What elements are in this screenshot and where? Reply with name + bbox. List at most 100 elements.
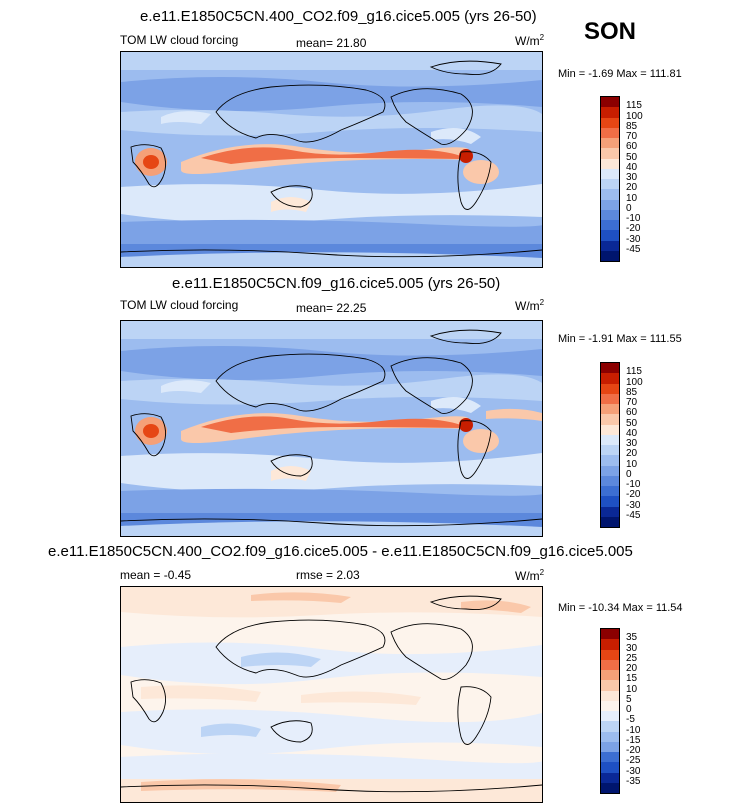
colorbar-tick-label: 115 (626, 100, 642, 112)
panel3-colorbar (600, 628, 620, 794)
colorbar-tick-label: 20 (626, 182, 638, 194)
colorbar-swatch (601, 752, 619, 763)
colorbar-swatch (601, 731, 619, 742)
colorbar-tick-label: 70 (626, 397, 638, 408)
colorbar-swatch (601, 138, 619, 149)
colorbar-tick-label: -30 (626, 233, 641, 245)
colorbar-swatch (601, 762, 619, 773)
colorbar-swatch (601, 373, 619, 384)
colorbar-swatch (601, 168, 619, 179)
colorbar-swatch (601, 393, 619, 404)
colorbar-swatch (601, 230, 619, 241)
panel2-left-label: TOM LW cloud forcing (120, 298, 239, 312)
colorbar-tick-label: 35 (626, 632, 638, 644)
colorbar-tick-label: 20 (626, 448, 638, 460)
colorbar-tick-label: -20 (626, 489, 641, 501)
colorbar-swatch (601, 434, 619, 445)
colorbar-swatch (601, 199, 619, 210)
panel2-units: W/m2 (515, 298, 545, 313)
season-label: SON (584, 18, 637, 45)
colorbar-tick-label: 60 (626, 141, 638, 153)
colorbar-tick-label: -5 (626, 714, 635, 726)
colorbar-swatch (601, 240, 619, 251)
colorbar-tick-label: -15 (626, 734, 641, 746)
colorbar-tick-label: 10 (626, 458, 638, 470)
panel2-center-label: mean= 22.25 (296, 301, 367, 315)
colorbar-swatch (601, 506, 619, 517)
colorbar-swatch (601, 404, 619, 415)
colorbar-tick-label: 50 (626, 417, 638, 429)
colorbar-swatch (601, 209, 619, 220)
colorbar-tick-label: -20 (626, 745, 641, 756)
colorbar-swatch (601, 465, 619, 476)
colorbar-swatch (601, 486, 619, 497)
colorbar-swatch (601, 363, 619, 374)
colorbar-tick-label: 20 (626, 663, 638, 674)
colorbar-swatch (601, 250, 619, 261)
colorbar-tick-label: 25 (626, 652, 638, 664)
panel2-map (120, 320, 543, 537)
colorbar-swatch (601, 445, 619, 456)
colorbar-tick-label: 30 (626, 172, 638, 183)
colorbar-tick-label: 0 (626, 704, 632, 715)
colorbar-swatch (601, 424, 619, 435)
colorbar-swatch (601, 670, 619, 681)
colorbar-tick-label: 85 (626, 386, 638, 398)
panel1-minmax: Min = -1.69 Max = 111.81 (558, 68, 682, 80)
colorbar-swatch (601, 220, 619, 231)
colorbar-swatch (601, 475, 619, 486)
colorbar-tick-label: 115 (626, 366, 642, 378)
colorbar-swatch (601, 496, 619, 507)
colorbar-tick-label: -25 (626, 755, 641, 767)
colorbar-swatch (601, 700, 619, 711)
panel1-units: W/m2 (515, 33, 545, 48)
panel3-title: e.e11.E1850C5CN.400_CO2.f09_g16.cice5.00… (48, 543, 633, 560)
colorbar-tick-label: -45 (626, 243, 641, 255)
colorbar-tick-label: -30 (626, 499, 641, 511)
colorbar-tick-label: 50 (626, 151, 638, 163)
colorbar-swatch (601, 516, 619, 527)
colorbar-swatch (601, 721, 619, 732)
panel2-colorbar (600, 362, 620, 528)
panel3-center-label: rmse = 2.03 (296, 568, 360, 582)
panel2-minmax: Min = -1.91 Max = 111.55 (558, 333, 682, 345)
colorbar-swatch (601, 189, 619, 200)
panel1-left-label: TOM LW cloud forcing (120, 33, 239, 47)
colorbar-tick-label: -45 (626, 509, 641, 521)
colorbar-tick-label: -30 (626, 765, 641, 777)
colorbar-swatch (601, 414, 619, 425)
panel3-map (120, 586, 543, 803)
colorbar-swatch (601, 690, 619, 701)
colorbar-tick-label: 10 (626, 683, 638, 695)
colorbar-tick-label: 100 (626, 376, 643, 388)
colorbar-tick-label: 100 (626, 110, 643, 122)
panel1-colorbar (600, 96, 620, 262)
colorbar-swatch (601, 127, 619, 138)
colorbar-tick-label: 70 (626, 131, 638, 142)
colorbar-swatch (601, 782, 619, 793)
colorbar-tick-label: -10 (626, 213, 641, 224)
colorbar-swatch (601, 639, 619, 650)
colorbar-swatch (601, 659, 619, 670)
colorbar-swatch (601, 741, 619, 752)
colorbar-swatch (601, 107, 619, 118)
colorbar-swatch (601, 117, 619, 128)
colorbar-tick-label: 40 (626, 161, 638, 173)
colorbar-tick-label: 60 (626, 407, 638, 419)
colorbar-tick-label: 85 (626, 120, 638, 132)
colorbar-tick-label: -10 (626, 479, 641, 490)
colorbar-tick-label: -35 (626, 775, 641, 787)
colorbar-swatch (601, 455, 619, 466)
panel3-units: W/m2 (515, 568, 545, 583)
colorbar-tick-label: 30 (626, 642, 638, 654)
colorbar-tick-label: 5 (626, 693, 632, 705)
colorbar-tick-label: 10 (626, 192, 638, 204)
panel2-title: e.e11.E1850C5CN.f09_g16.cice5.005 (yrs 2… (172, 275, 501, 292)
colorbar-swatch (601, 772, 619, 783)
colorbar-tick-label: 0 (626, 468, 632, 480)
colorbar-tick-label: 40 (626, 427, 638, 439)
colorbar-swatch (601, 148, 619, 159)
colorbar-swatch (601, 680, 619, 691)
panel3-minmax: Min = -10.34 Max = 11.54 (558, 602, 683, 614)
colorbar-swatch (601, 629, 619, 640)
